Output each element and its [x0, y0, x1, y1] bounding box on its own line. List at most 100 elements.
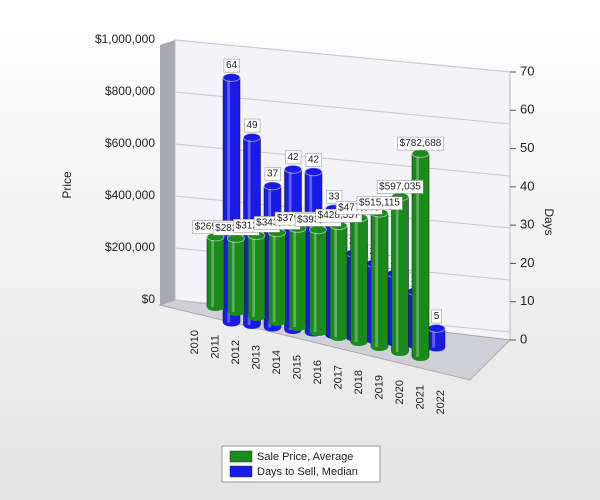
y2-tick-label: 50 — [520, 140, 534, 155]
side-wall — [160, 40, 175, 305]
bar-shine — [252, 238, 256, 317]
bar — [227, 234, 245, 316]
legend-label: Sale Price, Average — [257, 451, 353, 463]
bar-base — [207, 303, 224, 311]
x-tick-label: 2012 — [230, 340, 242, 364]
y-tick-label: $200,000 — [105, 240, 155, 254]
bar-base — [268, 318, 286, 326]
bar — [427, 323, 446, 352]
bar-body — [206, 236, 225, 308]
bar — [350, 213, 368, 346]
data-label-box — [264, 167, 281, 181]
x-tick-label: 2014 — [271, 350, 283, 374]
bar-top — [427, 323, 446, 333]
bar-shine — [231, 241, 235, 312]
bar — [370, 208, 389, 351]
bar — [206, 232, 225, 311]
bar — [391, 192, 409, 356]
bar-base — [248, 313, 265, 321]
data-label: 33 — [328, 191, 340, 202]
y2-tick-label: 30 — [520, 217, 534, 232]
bar-body — [370, 212, 389, 348]
bar-base — [371, 343, 388, 351]
data-label: 42 — [308, 154, 320, 165]
y-tick-label: $0 — [142, 292, 156, 306]
legend-label: Days to Sell, Median — [257, 466, 358, 478]
legend-swatch — [229, 450, 253, 463]
bar-top — [304, 167, 323, 177]
bar — [309, 225, 327, 336]
bar-body — [227, 238, 245, 313]
bar — [247, 231, 266, 321]
bar-shine — [211, 240, 215, 307]
bar — [411, 149, 430, 361]
bar-base — [412, 353, 429, 361]
data-label: 64 — [226, 60, 238, 71]
bar-shine — [432, 331, 436, 348]
bar-body — [288, 228, 307, 328]
bar-top — [222, 72, 241, 82]
data-label-box — [244, 118, 261, 133]
y2-tick-label: 70 — [520, 63, 534, 78]
bar-body — [350, 217, 368, 343]
x-tick-label: 2021 — [414, 385, 426, 409]
data-label-box — [376, 180, 424, 194]
bar-base — [330, 333, 347, 341]
bar-shine — [334, 228, 338, 337]
y2-tick-label: 60 — [520, 102, 534, 117]
bar-top — [243, 132, 261, 142]
bar-base — [243, 321, 261, 329]
bar-base — [350, 338, 368, 346]
x-tick-label: 2016 — [312, 360, 324, 384]
data-label: $782,688 — [400, 138, 442, 149]
bar-shine — [375, 216, 379, 347]
x-tick-label: 2022 — [435, 390, 447, 414]
bar — [329, 221, 348, 341]
x-tick-label: 2011 — [209, 335, 221, 359]
bar-base — [428, 343, 445, 352]
data-label-box — [431, 309, 442, 324]
y2-tick-label: 10 — [520, 293, 534, 308]
bar-shine — [313, 232, 317, 332]
data-label: $597,035 — [379, 181, 421, 192]
bar-top — [309, 225, 327, 235]
data-label-box — [223, 58, 240, 73]
data-label-box — [326, 190, 343, 204]
data-label: 37 — [267, 168, 279, 179]
data-label-box — [397, 136, 445, 151]
bar-body — [247, 235, 266, 318]
bar-body — [329, 225, 348, 338]
bar-base — [309, 328, 327, 336]
bar-top — [227, 234, 245, 244]
bar-shine — [354, 220, 358, 342]
bar-top — [263, 181, 282, 191]
y2-tick-label: 40 — [520, 178, 534, 193]
bar-shine — [293, 231, 297, 327]
bar-shine — [416, 156, 420, 357]
y-axis-title: Price — [60, 171, 74, 199]
data-label: 49 — [246, 120, 258, 131]
data-label-box — [285, 150, 302, 165]
bar-base — [227, 308, 245, 316]
x-tick-label: 2010 — [189, 330, 201, 354]
x-tick-label: 2015 — [291, 355, 303, 379]
data-label: 5 — [434, 311, 440, 322]
bar-top — [411, 149, 430, 159]
bar-body — [268, 232, 286, 323]
bar-base — [223, 318, 240, 327]
y-tick-label: $1,000,000 — [95, 32, 155, 46]
bar-shine — [395, 199, 399, 352]
data-label: 42 — [287, 152, 299, 163]
x-tick-label: 2013 — [250, 345, 262, 369]
y-tick-label: $800,000 — [105, 84, 155, 98]
y2-tick-label: 0 — [520, 331, 527, 346]
data-label: $428,557 — [318, 210, 360, 221]
bar-body — [391, 196, 409, 353]
y2-axis-title: Days — [542, 208, 556, 235]
bar — [268, 228, 286, 326]
x-tick-label: 2018 — [353, 370, 365, 394]
x-tick-label: 2020 — [394, 380, 406, 404]
y-tick-label: $600,000 — [105, 136, 155, 150]
data-label: $515,115 — [359, 198, 400, 209]
